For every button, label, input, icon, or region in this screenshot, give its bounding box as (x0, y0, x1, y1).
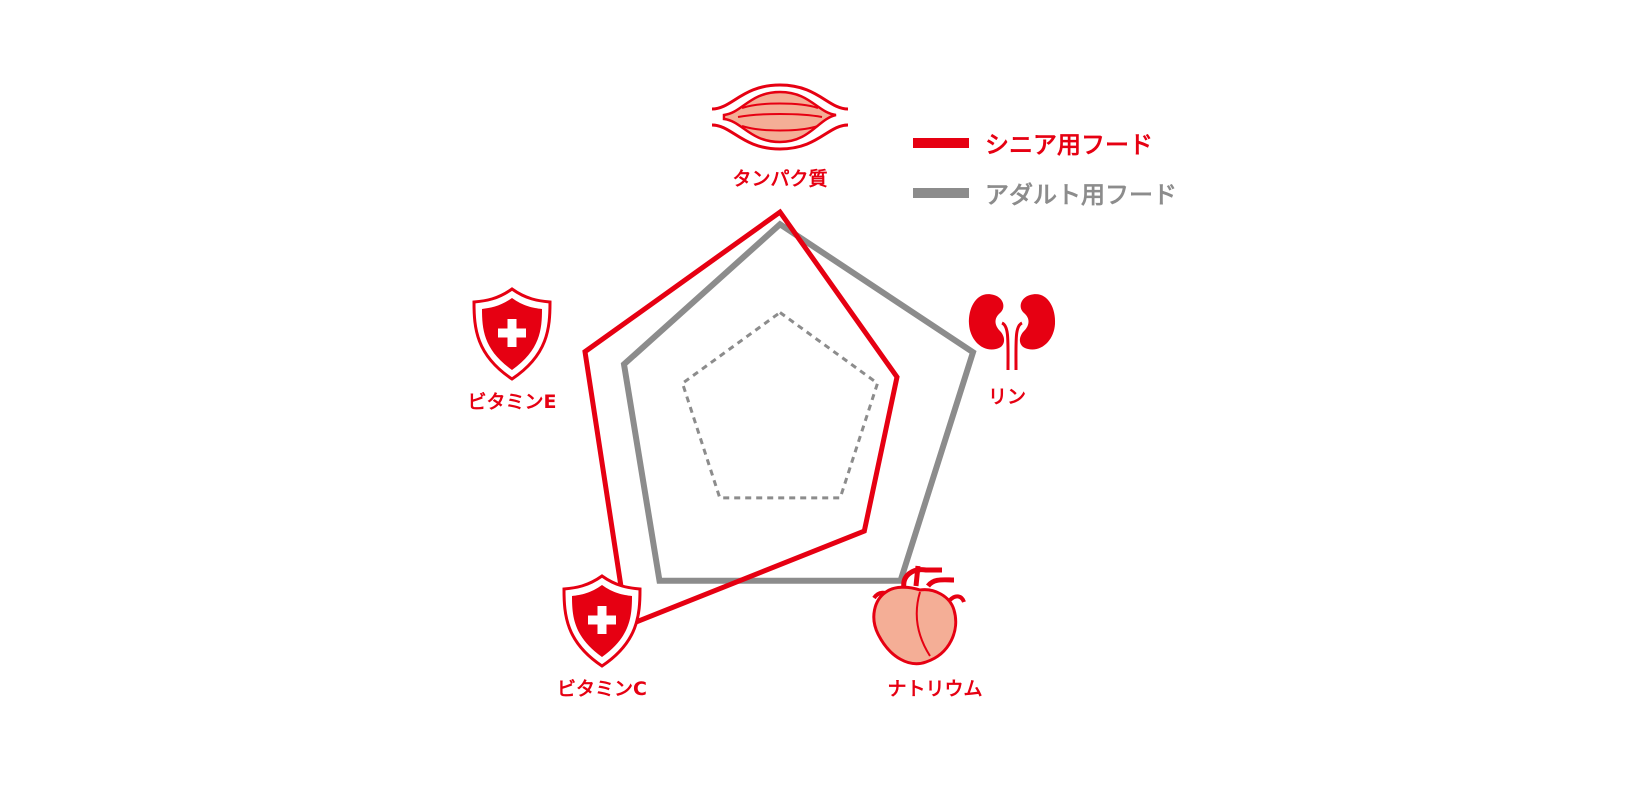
shield-cross-icon (562, 574, 642, 668)
legend: シニア用フード アダルト用フード (913, 131, 1177, 209)
axis-phosphorus: リン (968, 294, 1056, 408)
shield-cross-icon (472, 287, 552, 381)
legend-swatch-adult (913, 188, 969, 198)
legend-item-adult: アダルト用フード (913, 181, 1177, 209)
series-polygon-senior (582, 208, 900, 630)
legend-label-senior: シニア用フード (985, 131, 1153, 159)
axis-label-phosphorus: リン (988, 386, 1026, 408)
legend-item-senior: シニア用フード (913, 131, 1153, 159)
axis-sodium: ナトリウム (872, 565, 983, 700)
legend-label-adult: アダルト用フード (985, 181, 1177, 209)
axis-vitamin-c: ビタミンC (557, 574, 647, 700)
heart-icon (872, 565, 966, 666)
axis-label-vitamin-e: ビタミンE (468, 391, 557, 413)
series-polygon-adult (620, 220, 977, 584)
axis-label-vitamin-c: ビタミンC (557, 678, 647, 700)
axis-protein: タンパク質 (711, 83, 849, 190)
axis-label-protein: タンパク質 (732, 167, 827, 190)
reference-pentagon (680, 310, 880, 500)
legend-swatch-senior (913, 138, 969, 148)
axis-label-sodium: ナトリウム (887, 678, 982, 700)
muscle-icon (711, 83, 849, 151)
axis-vitamin-e: ビタミンE (468, 287, 557, 413)
kidney-icon (968, 294, 1056, 371)
